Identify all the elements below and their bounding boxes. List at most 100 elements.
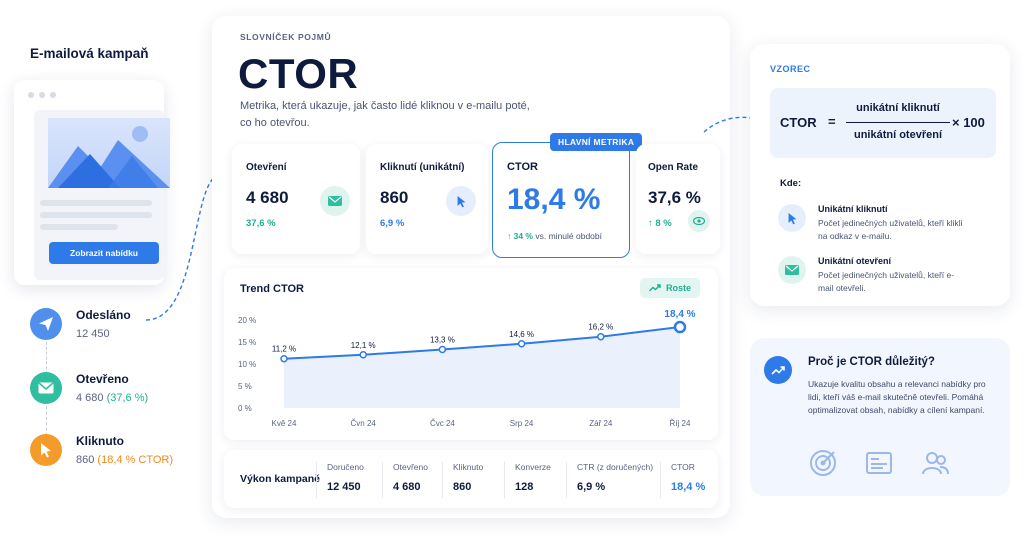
metric-clicks: Kliknutí (unikátní) 860 6,9 %: [366, 144, 488, 254]
data-point: [517, 340, 526, 348]
image-placeholder-icon: [48, 118, 170, 188]
trend-badge: Roste: [639, 278, 700, 298]
summary-ctr: CTR (z doručených) 6,9 %: [566, 462, 653, 498]
y-tick-label: 0 %: [238, 404, 252, 413]
main-panel: SLOVNÍČEK POJMŮ CTOR Metrika, která ukaz…: [212, 16, 730, 518]
cursor-icon: [30, 434, 62, 466]
text-placeholder: [40, 224, 118, 230]
step-clicked: Kliknuto 860 (18,4 % CTOR): [30, 434, 173, 466]
formula-denominator: unikátní otevření: [853, 129, 943, 141]
y-tick-label: 20 %: [238, 316, 256, 325]
data-label: 13,3 %: [430, 335, 455, 344]
step-opened: Otevřeno 4 680 (37,6 %): [30, 372, 148, 404]
trend-up-icon: [764, 356, 792, 384]
formula-lhs: CTOR: [780, 115, 817, 130]
step-title: Odesláno: [76, 308, 131, 322]
metric-value: 18,4 %: [507, 183, 601, 216]
fraction-bar: [846, 122, 950, 123]
where-label: Kde:: [780, 178, 802, 189]
audience-icon: [922, 452, 949, 475]
mail-icon: [30, 372, 62, 404]
step-value: 4 680 (37,6 %): [76, 392, 149, 404]
text-placeholder: [40, 200, 152, 206]
formula-numerator: unikátní kliknutí: [856, 102, 940, 114]
metric-sub: 37,6 %: [246, 218, 276, 229]
target-icon: [810, 450, 836, 476]
data-point: [597, 332, 605, 341]
summary-clicked: Kliknuto 860: [442, 462, 483, 498]
data-label: 12,1 %: [351, 341, 376, 350]
page-title: CTOR: [238, 50, 359, 97]
summary-ctor: CTOR 18,4 %: [660, 462, 705, 498]
why-icons: [808, 448, 950, 478]
cursor-icon: [446, 186, 476, 216]
trend-up-icon: [648, 284, 661, 292]
formula-multiplier: × 100: [952, 115, 985, 130]
definition-text: Počet jedinečných uživatelů, kteří e-mai…: [818, 270, 955, 293]
send-icon: [30, 308, 62, 340]
metric-label: Otevření: [246, 162, 287, 173]
summary-conversions: Konverze 128: [504, 462, 551, 498]
cursor-icon: [778, 204, 806, 232]
why-important-card: Proč je CTOR důležitý? Ukazuje kvalitu o…: [750, 338, 1010, 496]
definition-title: Unikátní otevření: [818, 256, 892, 266]
mail-icon: [778, 256, 806, 284]
data-label: 18,4 %: [664, 309, 695, 320]
campaign-title: E-mailová kampaň: [30, 46, 149, 61]
metric-opens: Otevření 4 680 37,6 %: [232, 144, 360, 254]
data-label: 16,2 %: [588, 323, 613, 332]
formula-equals: =: [828, 114, 836, 129]
x-tick-label: Zář 24: [589, 419, 613, 428]
show-offer-button[interactable]: Zobrazit nabídku: [49, 242, 159, 264]
definition-text: Počet jedinečných uživatelů, kteří klikl…: [818, 218, 963, 241]
formula-label: VZOREC: [770, 64, 811, 74]
eye-icon: [688, 210, 710, 232]
metric-sub: 6,9 %: [380, 218, 405, 229]
window-dots: [28, 92, 56, 98]
step-title: Kliknuto: [76, 434, 124, 448]
metric-label: Kliknutí (unikátní): [380, 162, 465, 173]
glossary-label: SLOVNÍČEK POJMŮ: [240, 32, 332, 42]
metric-open-rate: Open Rate 37,6 % ↑ 8 %: [636, 144, 720, 254]
page-description: Metrika, která ukazuje, jak často lidé k…: [240, 100, 530, 129]
series-line: [283, 326, 681, 360]
summary-delivered: Doručeno 12 450: [316, 462, 364, 498]
metric-label: CTOR: [507, 161, 538, 173]
step-connector: [46, 342, 47, 374]
content-icon: [866, 452, 892, 474]
metric-sub: ↑ 8 %: [648, 218, 672, 229]
summary-opened: Otevřeno 4 680: [382, 462, 428, 498]
step-sent: Odesláno 12 450: [30, 308, 131, 340]
metric-value: 37,6 %: [648, 188, 701, 207]
y-tick-label: 10 %: [238, 360, 256, 369]
ctor-trend-chart: Trend CTOR Roste 0 % 5 % 10 % 15 % 20 % 11,2 …: [224, 268, 718, 440]
data-point: [438, 345, 447, 354]
formula-card: VZOREC CTOR = unikátní kliknutí unikátní…: [750, 44, 1010, 306]
metric-ctor: CTOR 18,4 % ↑ 34 % vs. minulé období: [492, 142, 630, 258]
y-tick-label: 15 %: [238, 338, 256, 347]
data-point: [673, 320, 687, 334]
metric-value: 860: [380, 188, 409, 207]
metric-value: 4 680: [246, 188, 289, 207]
x-tick-label: Srp 24: [510, 419, 534, 428]
metric-label: Open Rate: [648, 162, 699, 173]
series-area: [284, 327, 680, 408]
data-label: 14,6 %: [509, 330, 534, 339]
step-value: 860 (18,4 % CTOR): [76, 454, 174, 466]
x-tick-label: Čvc 24: [430, 419, 455, 428]
data-point: [280, 354, 288, 363]
why-title: Proč je CTOR důležitý?: [808, 356, 935, 368]
data-label: 11,2 %: [272, 345, 296, 354]
x-tick-label: Říj 24: [670, 419, 691, 428]
definition-title: Unikátní kliknutí: [818, 204, 888, 214]
campaign-summary: Výkon kampaně Doručeno 12 450 Otevřeno 4 6…: [224, 450, 718, 508]
definition-clicks: Unikátní kliknutí Počet jedinečných uživ…: [778, 204, 968, 242]
why-text: Ukazuje kvalitu obsahu a relevanci nabíd…: [808, 379, 986, 415]
x-tick-label: Čvn 24: [351, 419, 377, 428]
x-tick-label: Kvě 24: [272, 419, 297, 428]
text-placeholder: [40, 212, 152, 218]
definition-opens: Unikátní otevření Počet jedinečných uživ…: [778, 256, 968, 294]
main-metric-badge: HLAVNÍ METRIKA: [550, 133, 643, 151]
metric-sub: ↑ 34 % vs. minulé období: [507, 231, 602, 241]
step-value: 12 450: [76, 328, 110, 340]
